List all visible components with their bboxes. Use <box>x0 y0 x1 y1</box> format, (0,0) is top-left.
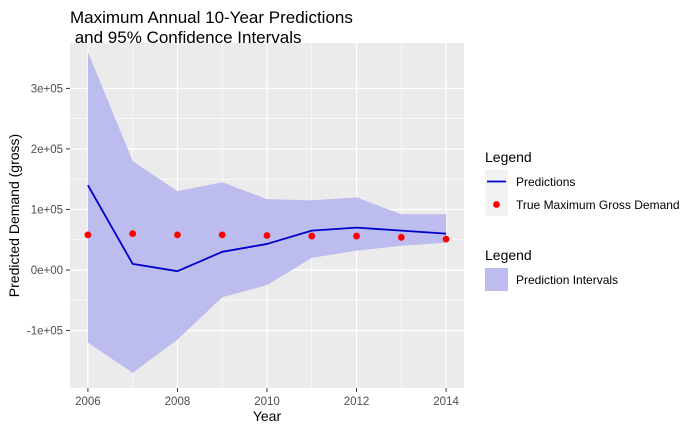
true-demand-point <box>174 231 181 239</box>
true-demand-point <box>397 233 405 241</box>
legend-entry-label: Prediction Intervals <box>516 273 618 287</box>
y-tick-label: 3e+05 <box>31 83 63 95</box>
predictions-line <box>87 184 447 273</box>
chart-title-line: and 95% Confidence Intervals <box>70 28 302 47</box>
y-tick-label: 1e+05 <box>31 204 63 216</box>
chart-title: Maximum Annual 10-Year Predictions and 9… <box>70 8 353 47</box>
true-demand-point <box>353 232 360 240</box>
true-demand-point <box>442 235 450 243</box>
prediction-interval-band <box>87 52 447 373</box>
chart-title-line: Maximum Annual 10-Year Predictions <box>70 8 353 27</box>
x-tick-label: 2010 <box>254 396 280 408</box>
x-axis-label: Year <box>253 408 282 424</box>
y-tick-label: -1e+05 <box>27 326 63 338</box>
y-tick-label: 2e+05 <box>31 144 63 156</box>
legend-point-swatch <box>493 201 500 208</box>
true-demand-point <box>218 231 226 239</box>
axes: 2006 2008 2010 2012 2014 -1e+05 0e+00 1e+05 2e+0… <box>27 83 460 408</box>
y-axis-label: Predicted Demand (gross) <box>6 134 22 297</box>
legend-title: Legend <box>485 149 532 165</box>
x-tick-label: 2014 <box>433 396 459 408</box>
legend-entry-label: Predictions <box>516 175 575 189</box>
x-tick-label: 2012 <box>344 396 370 408</box>
true-demand-point <box>84 231 92 239</box>
true-demand-point <box>308 232 316 240</box>
x-tick-label: 2008 <box>165 396 191 408</box>
series-layer <box>84 52 450 373</box>
legend-title: Legend <box>485 247 532 263</box>
y-tick-label: 0e+00 <box>31 265 63 277</box>
legend-key <box>485 268 508 291</box>
legend-entry-label: True Maximum Gross Demand <box>516 198 680 212</box>
true-demand-point <box>263 232 271 239</box>
true-demand-point <box>129 230 137 238</box>
x-tick-label: 2006 <box>75 396 101 408</box>
legend: Legend Predictions True Maximum Gross Dema… <box>485 149 680 291</box>
